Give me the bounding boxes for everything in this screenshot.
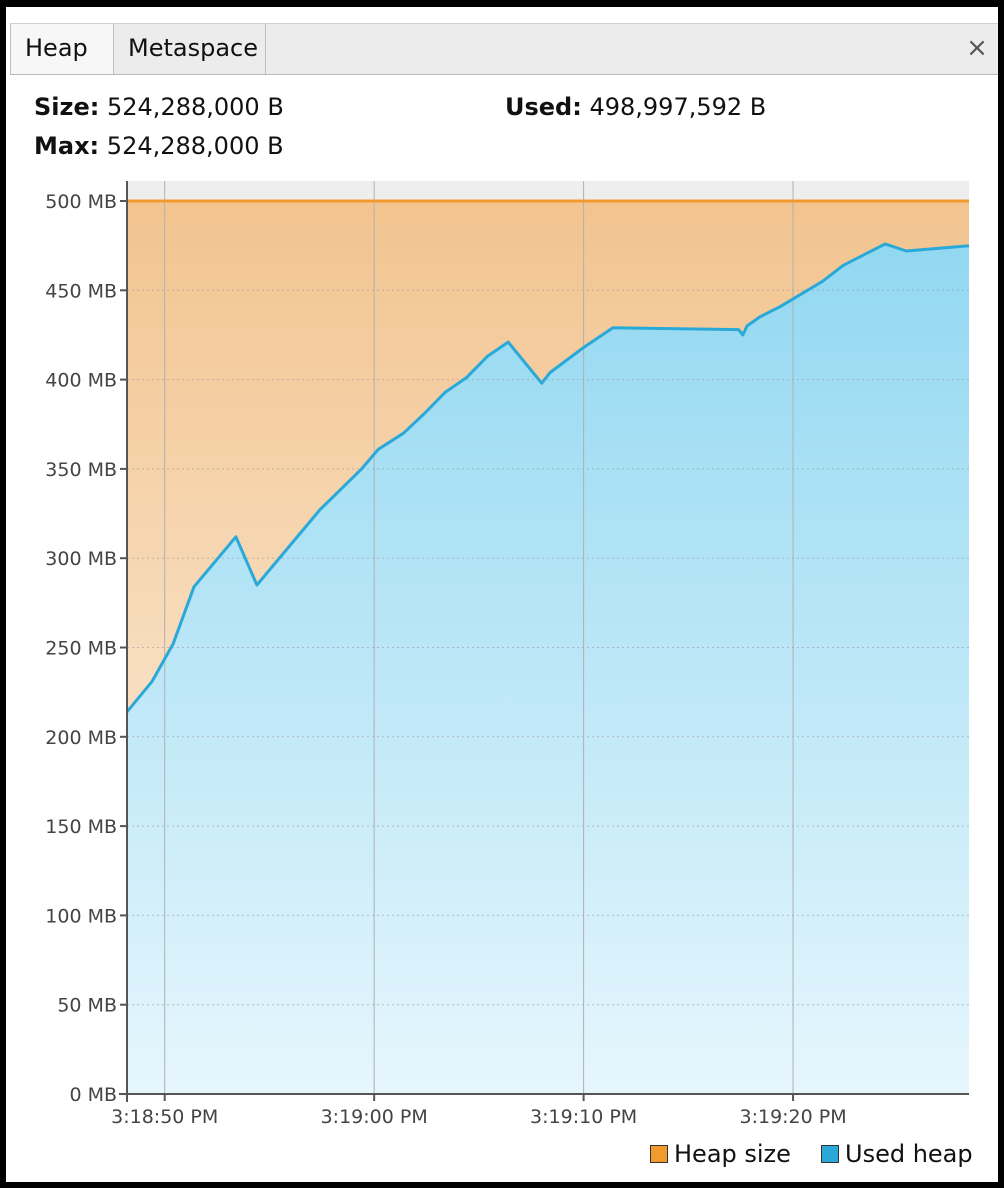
- heap-size-swatch: [650, 1145, 668, 1163]
- used-heap-line: [125, 242, 970, 713]
- y-tick-label: 500 MB: [45, 191, 117, 213]
- y-tick-label: 100 MB: [45, 905, 117, 927]
- y-tick-label: 0 MB: [69, 1084, 117, 1106]
- used-label: Used:: [505, 93, 582, 121]
- legend-heap-size-label: Heap size: [674, 1140, 791, 1168]
- x-tick-label: 3:18:50 PM: [111, 1106, 218, 1128]
- size-info: Size: 524,288,000 B: [34, 93, 284, 121]
- y-tick-label: 300 MB: [45, 548, 117, 570]
- y-tick-label: 400 MB: [45, 370, 117, 392]
- max-label: Max:: [34, 132, 100, 160]
- y-tick-label: 50 MB: [57, 995, 117, 1017]
- y-tick-label: 150 MB: [45, 816, 117, 838]
- used-info: Used: 498,997,592 B: [505, 93, 766, 121]
- y-tick-label: 350 MB: [45, 459, 117, 481]
- x-tick-label: 3:19:10 PM: [530, 1106, 637, 1128]
- plot-top-band: [127, 181, 969, 201]
- max-value: 524,288,000 B: [106, 132, 284, 160]
- legend-item-used-heap: Used heap: [821, 1140, 973, 1168]
- used-value: 498,997,592 B: [589, 93, 767, 121]
- legend-item-heap-size: Heap size: [650, 1140, 791, 1168]
- close-icon[interactable]: ×: [966, 33, 988, 63]
- tab-metaspace[interactable]: Metaspace: [114, 24, 266, 74]
- max-info: Max: 524,288,000 B: [34, 132, 284, 160]
- used-heap-area: [127, 243, 969, 1094]
- used-heap-swatch: [821, 1145, 839, 1163]
- y-tick-label: 450 MB: [45, 280, 117, 302]
- size-label: Size:: [34, 93, 100, 121]
- size-value: 524,288,000 B: [107, 93, 284, 121]
- tab-heap[interactable]: Heap: [10, 24, 114, 74]
- x-tick-label: 3:19:00 PM: [321, 1106, 428, 1128]
- y-tick-label: 200 MB: [45, 727, 117, 749]
- tab-bar: Heap Metaspace ×: [10, 23, 998, 75]
- y-tick-label: 250 MB: [45, 638, 117, 660]
- x-tick-label: 3:19:20 PM: [739, 1106, 846, 1128]
- legend-used-heap-label: Used heap: [845, 1140, 973, 1168]
